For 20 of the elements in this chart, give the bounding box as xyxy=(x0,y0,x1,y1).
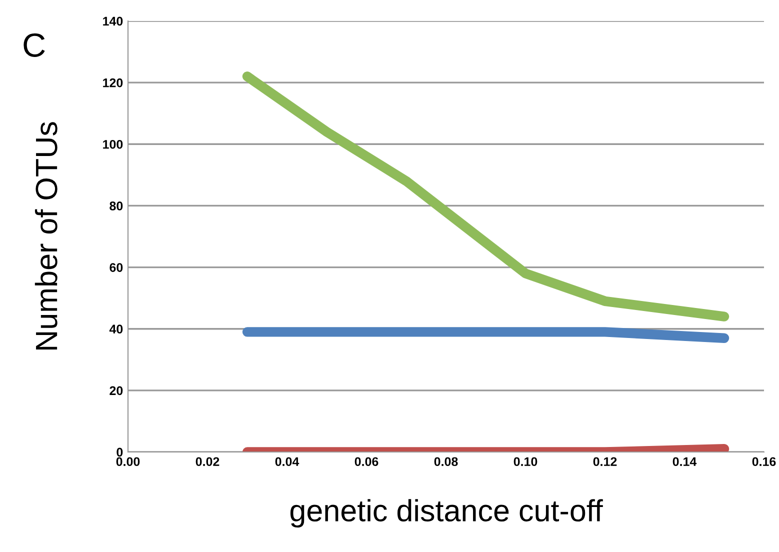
x-tick-label: 0.14 xyxy=(672,457,697,466)
y-tick-label: 0 xyxy=(116,448,123,457)
y-tick-label: 20 xyxy=(110,386,123,396)
x-tick-label: 0.10 xyxy=(514,457,538,466)
x-tick-label: 0.12 xyxy=(593,457,617,466)
x-axis-title: genetic distance cut-off xyxy=(290,499,603,528)
x-tick-label: 0.04 xyxy=(275,457,300,466)
chart-title: C xyxy=(24,33,45,57)
y-tick-label: 100 xyxy=(103,140,123,149)
y-axis-title: Number of OTUs xyxy=(34,122,58,350)
y-tick-label: 40 xyxy=(109,324,123,334)
x-tick-label: 0.00 xyxy=(116,457,140,466)
x-tick-label: 0.02 xyxy=(196,457,220,466)
x-tick-label: 0.16 xyxy=(752,457,776,466)
x-tick-label: 0.08 xyxy=(434,457,458,466)
x-tick-label: 0.06 xyxy=(354,457,378,466)
y-tick-label: 140 xyxy=(103,16,123,26)
y-tick-label: 120 xyxy=(103,78,123,88)
y-tick-label: 60 xyxy=(110,263,123,272)
y-tick-label: 80 xyxy=(110,202,123,210)
